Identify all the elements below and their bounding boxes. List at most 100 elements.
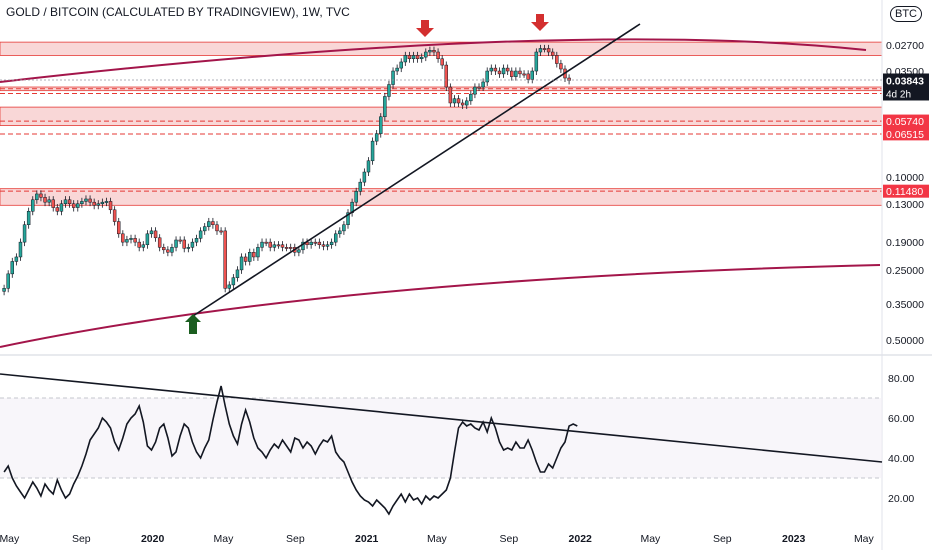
- candle-body: [145, 233, 150, 246]
- candle-body: [411, 55, 416, 60]
- candle: [379, 113, 383, 138]
- support-trendline: [192, 23, 641, 317]
- candle-body: [223, 230, 227, 289]
- candle-body: [514, 70, 518, 77]
- candle-body: [137, 241, 141, 248]
- candle-body: [153, 230, 158, 239]
- price-axis: 0.027000.035000.100000.130000.190000.250…: [883, 40, 929, 347]
- osc-band: [0, 398, 882, 478]
- candle: [407, 51, 412, 63]
- resistance-zones: [0, 41, 883, 206]
- candle-body: [92, 201, 96, 206]
- candle-body: [51, 199, 55, 208]
- candle-body: [117, 221, 121, 235]
- candle-body: [546, 48, 551, 53]
- candle-body: [452, 98, 457, 104]
- candle-body: [526, 73, 530, 80]
- candle-body: [211, 221, 215, 226]
- candle: [497, 67, 502, 78]
- candle-body: [505, 67, 510, 72]
- candle: [174, 236, 178, 252]
- candle-body: [14, 256, 19, 262]
- candle-body: [346, 212, 350, 226]
- candle-body: [297, 249, 301, 253]
- candle-body: [542, 48, 547, 50]
- candle: [309, 238, 313, 249]
- candle: [121, 230, 125, 247]
- osc-tick: 20.00: [888, 493, 914, 505]
- price-label-bg: [883, 73, 929, 101]
- osc-tick: 60.00: [888, 413, 914, 425]
- candle: [383, 92, 387, 121]
- candle: [223, 227, 227, 293]
- candle-body: [22, 224, 27, 243]
- candle-body: [428, 50, 432, 53]
- candle: [284, 243, 289, 252]
- trend-curves: [0, 38, 881, 348]
- candle: [317, 238, 322, 249]
- candle: [108, 197, 113, 214]
- candle: [280, 241, 285, 252]
- candle: [325, 241, 330, 251]
- currency-badge[interactable]: BTC: [890, 6, 922, 22]
- candle-body: [460, 102, 465, 106]
- candle: [256, 243, 260, 261]
- candle: [18, 238, 23, 261]
- candle: [333, 230, 338, 247]
- candle: [301, 238, 305, 254]
- candle-body: [424, 51, 428, 58]
- osc-tick: 80.00: [888, 373, 914, 385]
- time-tick: Sep: [286, 533, 305, 545]
- candle: [190, 238, 195, 252]
- candle-body: [522, 73, 526, 76]
- candle: [47, 196, 51, 207]
- upper-arc: [0, 38, 867, 83]
- candle-body: [387, 84, 391, 97]
- time-tick: 2023: [782, 533, 806, 545]
- candle-body: [182, 239, 186, 249]
- candle-body: [35, 193, 39, 201]
- candle: [145, 230, 150, 249]
- candle: [288, 243, 293, 252]
- candle: [51, 196, 55, 212]
- candle: [415, 51, 420, 63]
- candle: [248, 248, 252, 266]
- candle-body: [260, 241, 264, 248]
- candle: [489, 64, 494, 75]
- candle: [387, 80, 391, 101]
- candle: [538, 44, 543, 56]
- candle: [211, 217, 215, 229]
- candle: [542, 44, 547, 53]
- time-axis: May Sep 2020 May Sep 2021 May Sep 2022 May Sep 2023…: [0, 533, 875, 545]
- candle: [182, 236, 186, 253]
- candle-body: [141, 244, 146, 248]
- candle: [96, 200, 100, 210]
- candle-body: [362, 171, 367, 183]
- candle: [92, 198, 96, 210]
- candle: [252, 248, 256, 261]
- candle-body: [133, 238, 137, 243]
- time-tick: Sep: [72, 533, 91, 545]
- candle-body: [465, 100, 469, 106]
- candle: [374, 130, 379, 146]
- candle: [342, 221, 346, 235]
- candle: [35, 190, 39, 204]
- down-arrow-1: [416, 20, 434, 37]
- candle: [436, 48, 440, 63]
- current-price: 0.03843: [886, 75, 924, 87]
- candle: [26, 207, 31, 229]
- candle-body: [493, 67, 498, 72]
- candle-body: [39, 193, 43, 198]
- candle: [505, 64, 510, 75]
- candle-body: [481, 81, 485, 88]
- candle-body: [288, 247, 293, 249]
- candle: [559, 59, 563, 73]
- candle-body: [121, 233, 125, 243]
- candle-body: [248, 252, 252, 262]
- candle-body: [497, 70, 502, 75]
- lower-arc: [0, 264, 881, 348]
- candle: [198, 227, 203, 243]
- candle: [63, 196, 68, 208]
- candle-body: [338, 230, 342, 235]
